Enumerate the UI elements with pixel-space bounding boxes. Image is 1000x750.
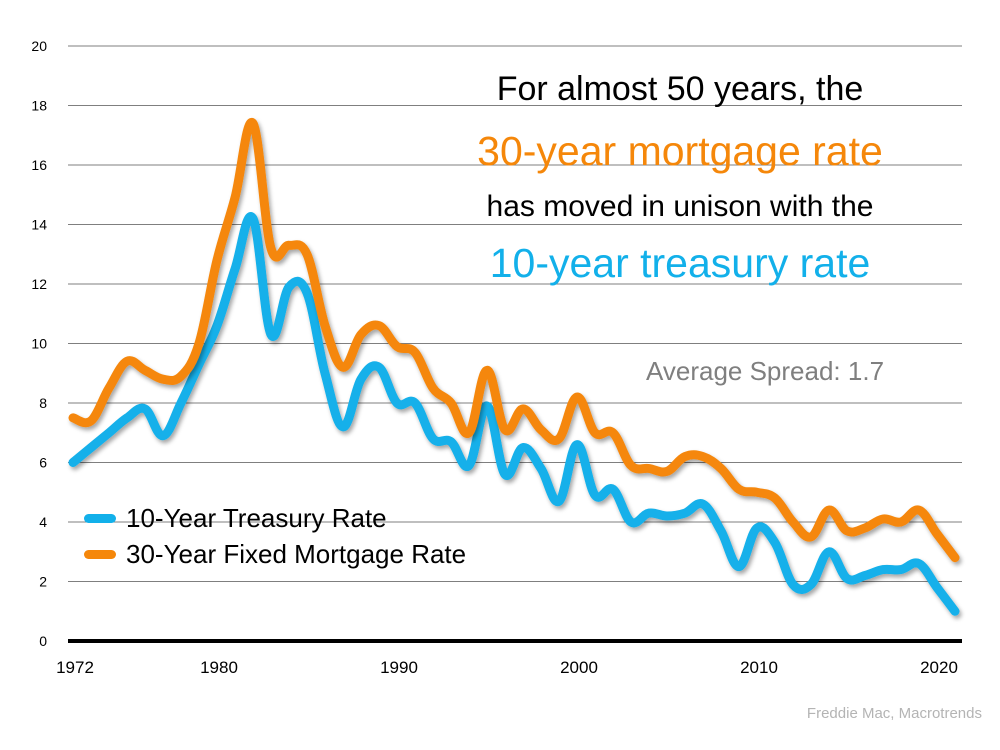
y-tick-label: 20 [31, 38, 47, 54]
legend-swatch-treasury [84, 513, 116, 523]
y-tick-label: 8 [39, 395, 47, 411]
y-tick-label: 10 [31, 336, 47, 352]
legend-item-mortgage: 30-Year Fixed Mortgage Rate [84, 536, 466, 572]
x-axis-ticks: 1972 1980 1990 2000 2010 2020 [56, 658, 958, 677]
x-tick-label: 1972 [56, 658, 94, 677]
headline-line-1: For almost 50 years, the [496, 70, 864, 108]
y-tick-label: 0 [39, 633, 47, 649]
headline-line-3: has moved in unison with the [486, 190, 874, 223]
x-tick-label: 1990 [380, 658, 418, 677]
source-credit: Freddie Mac, Macrotrends [806, 705, 982, 722]
x-tick-label: 2020 [920, 658, 958, 677]
y-tick-label: 18 [31, 98, 47, 114]
legend: 10-Year Treasury Rate 30-Year Fixed Mort… [84, 500, 466, 572]
gridlines [68, 45, 962, 582]
series-line-mortgage [68, 118, 960, 563]
y-tick-label: 14 [31, 217, 47, 233]
series-line-treasury [68, 212, 960, 616]
legend-swatch-mortgage [84, 549, 116, 559]
y-tick-label: 12 [31, 276, 47, 292]
y-tick-label: 6 [39, 455, 47, 471]
legend-label-treasury: 10-Year Treasury Rate [126, 502, 387, 533]
x-tick-label: 2000 [560, 658, 598, 677]
y-axis-ticks: 0 2 4 6 8 10 12 14 16 18 20 [31, 38, 47, 649]
legend-item-treasury: 10-Year Treasury Rate [84, 500, 466, 536]
series-lines [68, 118, 960, 616]
x-tick-label: 2010 [740, 658, 778, 677]
legend-label-mortgage: 30-Year Fixed Mortgage Rate [126, 538, 467, 569]
headline-treasury-rate: 10-year treasury rate [489, 240, 871, 286]
y-tick-label: 2 [39, 574, 47, 590]
average-spread-annotation: Average Spread: 1.7 [646, 356, 885, 386]
y-tick-label: 4 [39, 514, 47, 530]
y-tick-label: 16 [31, 157, 47, 173]
headline-mortgage-rate: 30-year mortgage rate [477, 128, 883, 174]
x-tick-label: 1980 [200, 658, 238, 677]
